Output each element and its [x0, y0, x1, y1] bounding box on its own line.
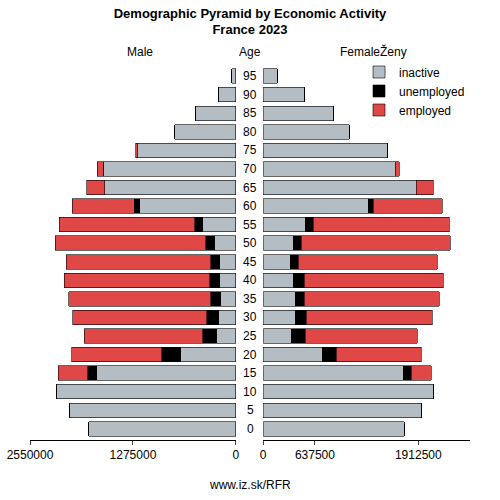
svg-text:40: 40: [243, 273, 257, 287]
svg-text:inactive: inactive: [399, 66, 440, 80]
svg-text:637500: 637500: [295, 448, 335, 462]
svg-text:FemaleŽeny: FemaleŽeny: [340, 44, 407, 59]
svg-text:30: 30: [243, 310, 257, 324]
svg-text:55: 55: [243, 218, 257, 232]
svg-text:5: 5: [247, 403, 254, 417]
svg-text:80: 80: [243, 125, 257, 139]
svg-text:Male: Male: [127, 45, 153, 59]
svg-text:65: 65: [243, 181, 257, 195]
svg-text:10: 10: [243, 385, 257, 399]
svg-text:15: 15: [243, 366, 257, 380]
svg-text:20: 20: [243, 348, 257, 362]
svg-text:90: 90: [243, 88, 257, 102]
svg-text:1912500: 1912500: [395, 448, 442, 462]
svg-text:Age: Age: [239, 45, 261, 59]
svg-text:95: 95: [243, 69, 257, 83]
svg-text:employed: employed: [399, 104, 451, 118]
svg-text:Demographic Pyramid by Economi: Demographic Pyramid by Economic Activity…: [114, 6, 387, 38]
svg-text:60: 60: [243, 199, 257, 213]
svg-text:25: 25: [243, 329, 257, 343]
svg-text:0: 0: [260, 448, 267, 462]
svg-text:unemployed: unemployed: [399, 85, 464, 99]
svg-text:35: 35: [243, 292, 257, 306]
svg-text:www.iz.sk/RFR: www.iz.sk/RFR: [209, 478, 291, 492]
svg-text:45: 45: [243, 255, 257, 269]
svg-text:75: 75: [243, 143, 257, 157]
svg-text:1275000: 1275000: [110, 448, 157, 462]
svg-text:70: 70: [243, 162, 257, 176]
svg-text:85: 85: [243, 106, 257, 120]
svg-text:0: 0: [233, 448, 240, 462]
svg-text:50: 50: [243, 236, 257, 250]
svg-text:2550000: 2550000: [7, 448, 54, 462]
svg-text:0: 0: [247, 422, 254, 436]
